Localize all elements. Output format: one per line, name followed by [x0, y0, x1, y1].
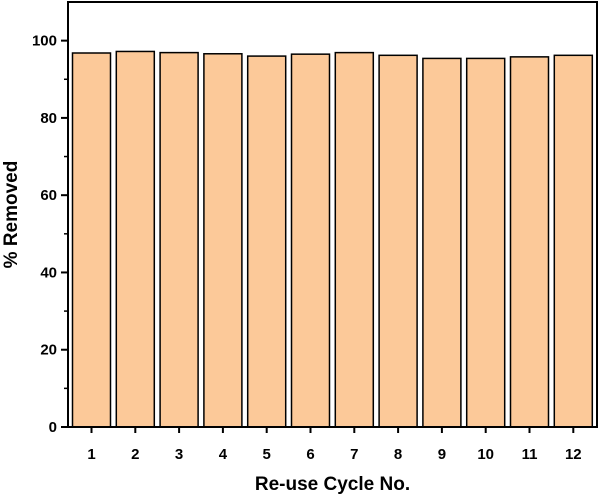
x-axis-ticks: 1 2 3 4 5 6 7 8 9 10 11 12 — [87, 427, 582, 463]
bar-cycle-8 — [378, 54, 418, 428]
y-tick-label: 100 — [32, 33, 57, 50]
bar-cycle-9 — [422, 57, 462, 428]
x-tick-label: 12 — [565, 446, 582, 463]
bar-cycle-3 — [159, 51, 199, 428]
x-tick-label: 5 — [263, 446, 271, 463]
y-axis-title: % Removed — [1, 161, 22, 269]
bar-cycle-5 — [246, 55, 287, 428]
y-tick-label: 60 — [40, 187, 57, 204]
y-axis-ticks: 0 20 40 60 80 100 — [32, 33, 68, 436]
y-tick-label: 20 — [40, 342, 57, 359]
bar-cycle-6 — [290, 53, 331, 428]
bar-cycle-1 — [71, 52, 112, 428]
bar-cycle-12 — [553, 54, 594, 428]
y-tick-label: 40 — [40, 264, 57, 281]
x-tick-label: 2 — [131, 446, 139, 463]
x-tick-label: 9 — [438, 446, 446, 463]
bar-cycle-4 — [203, 53, 243, 428]
y-tick-label: 80 — [40, 110, 57, 127]
x-tick-label: 1 — [87, 446, 95, 463]
x-axis-title: Re-use Cycle No. — [255, 474, 410, 495]
bar-cycle-10 — [465, 57, 506, 428]
bar-cycle-7 — [334, 51, 375, 428]
x-tick-label: 8 — [394, 446, 402, 463]
x-tick-label: 4 — [219, 446, 228, 463]
x-tick-label: 3 — [175, 446, 183, 463]
x-tick-label: 7 — [350, 446, 358, 463]
bars-group — [71, 50, 594, 428]
bar-cycle-2 — [115, 50, 156, 428]
bar-cycle-11 — [509, 56, 550, 428]
x-tick-label: 11 — [522, 446, 538, 463]
plot-frame — [67, 1, 598, 428]
x-tick-label: 6 — [306, 446, 314, 463]
y-tick-label: 0 — [49, 419, 57, 436]
x-tick-label: 10 — [477, 446, 494, 463]
